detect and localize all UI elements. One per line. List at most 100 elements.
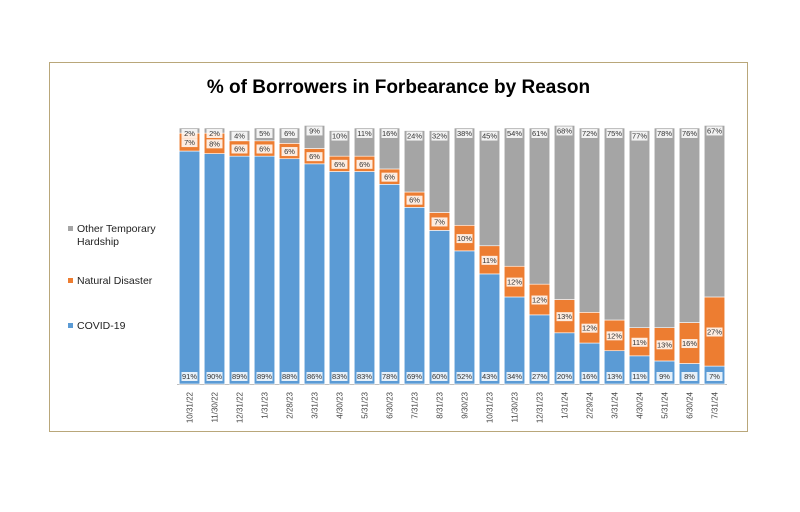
data-label-bg-covid-19-1 — [206, 372, 223, 381]
data-label-bg-covid-19-15 — [556, 372, 573, 381]
data-label-bg-natural-disaster-2 — [231, 144, 248, 154]
x-tick-label-1: 11/30/22 — [211, 391, 220, 422]
x-tick-label-4: 2/28/23 — [286, 391, 295, 418]
data-label-covid-19-16: 16% — [582, 372, 597, 381]
data-label-bg-other-temporary-hardship-13 — [506, 129, 523, 138]
data-label-covid-19-15: 20% — [557, 372, 572, 381]
legend-item-natural-disaster: Natural Disaster — [68, 275, 152, 288]
data-label-bg-natural-disaster-15 — [556, 312, 573, 322]
data-label-bg-covid-19-16 — [581, 372, 598, 381]
data-label-other-temporary-hardship-9: 24% — [407, 132, 422, 141]
bar-covid-19-5 — [303, 163, 326, 385]
data-label-bg-natural-disaster-13 — [506, 277, 523, 287]
data-label-covid-19-17: 13% — [607, 372, 622, 381]
data-label-covid-19-19: 9% — [659, 372, 670, 381]
bar-covid-19-4 — [278, 158, 301, 385]
data-label-natural-disaster-9: 6% — [409, 196, 420, 205]
data-label-bg-other-temporary-hardship-2 — [231, 131, 248, 141]
bar-covid-19-13 — [503, 296, 526, 385]
legend-item-other: Other Temporary Hardship — [68, 223, 177, 249]
data-label-covid-19-5: 86% — [307, 372, 322, 381]
legend-swatch-covid — [68, 322, 73, 328]
data-label-bg-natural-disaster-6 — [331, 159, 348, 169]
data-label-other-temporary-hardship-10: 32% — [432, 132, 447, 141]
data-label-bg-covid-19-9 — [406, 372, 423, 381]
x-tick-label-7: 5/31/23 — [361, 391, 370, 418]
data-label-covid-19-10: 60% — [432, 372, 447, 381]
bar-other-temporary-hardship-20 — [678, 127, 701, 323]
bar-covid-19-3 — [253, 155, 276, 385]
data-label-bg-covid-19-6 — [331, 372, 348, 381]
data-label-bg-covid-19-4 — [281, 372, 298, 381]
data-label-natural-disaster-20: 16% — [682, 339, 697, 348]
data-label-bg-other-temporary-hardship-3 — [256, 129, 273, 138]
data-label-natural-disaster-16: 12% — [582, 324, 597, 333]
data-label-bg-natural-disaster-11 — [456, 234, 473, 244]
bar-covid-19-9 — [403, 207, 426, 385]
x-tick-label-13: 11/30/23 — [511, 391, 520, 422]
data-label-covid-19-14: 27% — [532, 372, 547, 381]
data-label-natural-disaster-14: 12% — [532, 296, 547, 305]
bar-other-temporary-hardship-10 — [428, 130, 451, 213]
data-label-bg-natural-disaster-8 — [381, 172, 398, 182]
bar-other-temporary-hardship-12 — [478, 130, 501, 247]
data-label-covid-19-21: 7% — [709, 372, 720, 381]
data-label-bg-covid-19-5 — [306, 372, 323, 381]
x-tick-label-9: 7/31/23 — [411, 391, 420, 418]
bar-other-temporary-hardship-16 — [578, 127, 601, 313]
bar-other-temporary-hardship-13 — [503, 127, 526, 267]
data-label-bg-other-temporary-hardship-0 — [181, 129, 198, 138]
data-label-covid-19-9: 69% — [407, 372, 422, 381]
data-label-bg-natural-disaster-14 — [531, 295, 548, 305]
data-label-bg-natural-disaster-21 — [706, 327, 723, 337]
x-tick-label-0: 10/31/22 — [186, 391, 195, 423]
data-label-covid-19-7: 83% — [357, 372, 372, 381]
bar-other-temporary-hardship-9 — [403, 130, 426, 193]
bar-other-temporary-hardship-14 — [528, 127, 551, 285]
bar-other-temporary-hardship-17 — [603, 127, 626, 321]
legend-item-covid: COVID-19 — [68, 320, 125, 333]
data-label-bg-other-temporary-hardship-21 — [706, 126, 723, 136]
data-label-natural-disaster-1: 8% — [209, 139, 220, 148]
data-label-covid-19-18: 11% — [632, 372, 647, 381]
bar-other-temporary-hardship-11 — [453, 127, 476, 226]
data-label-other-temporary-hardship-19: 78% — [657, 129, 672, 138]
data-label-natural-disaster-12: 11% — [482, 256, 497, 265]
x-tick-label-20: 6/30/24 — [686, 391, 695, 418]
data-label-bg-natural-disaster-10 — [431, 217, 448, 227]
x-tick-label-5: 3/31/23 — [311, 391, 320, 418]
data-label-bg-natural-disaster-17 — [606, 331, 623, 341]
data-label-other-temporary-hardship-1: 2% — [209, 129, 220, 138]
data-label-other-temporary-hardship-12: 45% — [482, 132, 497, 141]
data-label-other-temporary-hardship-4: 6% — [284, 129, 295, 138]
bar-covid-19-10 — [428, 230, 451, 385]
bar-covid-19-8 — [378, 184, 401, 385]
data-label-bg-other-temporary-hardship-9 — [406, 131, 423, 141]
bar-covid-19-11 — [453, 250, 476, 385]
chart-title: % of Borrowers in Forbearance by Reason — [206, 77, 591, 98]
x-tick-label-8: 6/30/23 — [386, 391, 395, 418]
bar-other-temporary-hardship-21 — [703, 125, 726, 298]
data-label-covid-19-2: 89% — [232, 372, 247, 381]
data-label-covid-19-20: 8% — [684, 372, 695, 381]
data-label-bg-covid-19-19 — [656, 372, 673, 381]
data-label-bg-covid-19-11 — [456, 372, 473, 381]
data-label-natural-disaster-0: 7% — [184, 138, 195, 147]
legend-label-other: Other Temporary Hardship — [77, 223, 156, 248]
data-label-other-temporary-hardship-21: 67% — [707, 126, 722, 135]
data-label-bg-natural-disaster-18 — [631, 337, 648, 347]
data-label-covid-19-13: 34% — [507, 372, 522, 381]
data-label-bg-covid-19-21 — [706, 372, 723, 381]
data-label-other-temporary-hardship-0: 2% — [184, 129, 195, 138]
data-label-bg-other-temporary-hardship-15 — [556, 126, 573, 136]
data-label-bg-other-temporary-hardship-4 — [281, 129, 298, 138]
data-label-bg-covid-19-17 — [606, 372, 623, 381]
data-label-bg-other-temporary-hardship-6 — [331, 131, 348, 141]
data-label-other-temporary-hardship-2: 4% — [234, 132, 245, 141]
data-label-natural-disaster-15: 13% — [557, 312, 572, 321]
data-label-bg-natural-disaster-5 — [306, 152, 323, 162]
data-label-covid-19-3: 89% — [257, 372, 272, 381]
data-label-bg-covid-19-20 — [681, 372, 698, 381]
data-label-other-temporary-hardship-13: 54% — [507, 129, 522, 138]
data-label-bg-natural-disaster-16 — [581, 323, 598, 333]
